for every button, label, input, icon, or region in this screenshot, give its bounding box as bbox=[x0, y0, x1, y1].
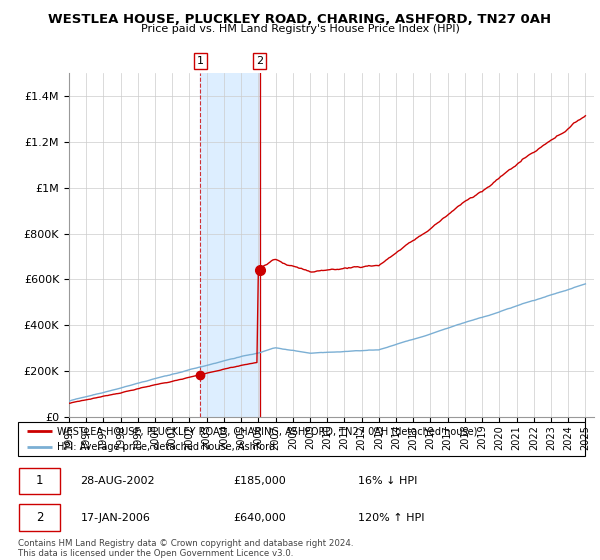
Text: £640,000: £640,000 bbox=[233, 513, 286, 523]
Text: WESTLEA HOUSE, PLUCKLEY ROAD, CHARING, ASHFORD, TN27 0AH (detached house): WESTLEA HOUSE, PLUCKLEY ROAD, CHARING, A… bbox=[56, 426, 477, 436]
Text: 120% ↑ HPI: 120% ↑ HPI bbox=[358, 513, 425, 523]
Text: Price paid vs. HM Land Registry's House Price Index (HPI): Price paid vs. HM Land Registry's House … bbox=[140, 24, 460, 34]
Bar bbox=[200, 73, 260, 417]
Text: 1: 1 bbox=[36, 474, 43, 487]
Text: WESTLEA HOUSE, PLUCKLEY ROAD, CHARING, ASHFORD, TN27 0AH: WESTLEA HOUSE, PLUCKLEY ROAD, CHARING, A… bbox=[49, 13, 551, 26]
Text: 16% ↓ HPI: 16% ↓ HPI bbox=[358, 476, 418, 486]
Text: 1: 1 bbox=[197, 56, 204, 66]
Text: 2: 2 bbox=[36, 511, 43, 524]
Text: £185,000: £185,000 bbox=[233, 476, 286, 486]
Text: Contains HM Land Registry data © Crown copyright and database right 2024.
This d: Contains HM Land Registry data © Crown c… bbox=[18, 539, 353, 558]
Text: HPI: Average price, detached house, Ashford: HPI: Average price, detached house, Ashf… bbox=[56, 442, 275, 452]
FancyBboxPatch shape bbox=[19, 505, 60, 531]
Text: 2: 2 bbox=[256, 56, 263, 66]
FancyBboxPatch shape bbox=[19, 468, 60, 494]
Text: 17-JAN-2006: 17-JAN-2006 bbox=[80, 513, 150, 523]
Text: 28-AUG-2002: 28-AUG-2002 bbox=[80, 476, 155, 486]
